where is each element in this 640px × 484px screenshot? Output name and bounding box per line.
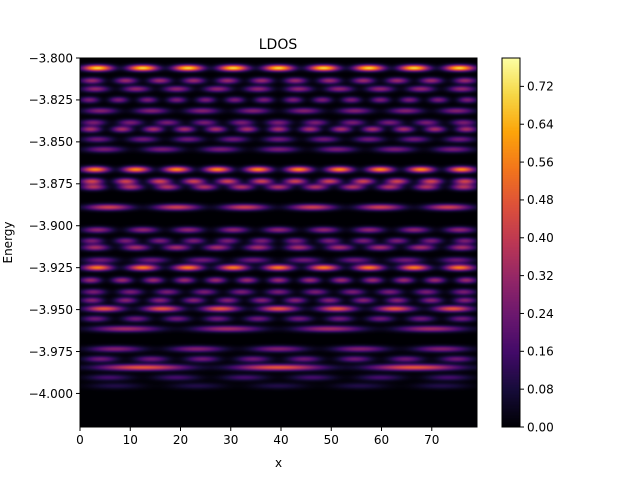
y-tick-label: −3.975	[29, 345, 73, 359]
colorbar-tick-label: 0.72	[527, 80, 554, 94]
colorbar: 0.00 0.08 0.16 0.24 0.32 0.40 0.48 0.56 0.64 0.72	[501, 57, 554, 434]
x-tick-label: 20	[173, 433, 188, 447]
colorbar-tick-label: 0.40	[527, 231, 554, 245]
y-tick-label: −3.925	[29, 261, 73, 275]
colorbar-tick-label: 0.24	[527, 307, 554, 321]
ldos-heatmap-image	[80, 58, 477, 427]
y-tick-label: −3.825	[29, 93, 73, 107]
x-tick-label: 40	[273, 433, 288, 447]
x-tick-label: 70	[424, 433, 439, 447]
colorbar-tick-label: 0.16	[527, 345, 554, 359]
colorbar-gradient	[502, 58, 520, 427]
colorbar-tick-label: 0.64	[527, 118, 554, 132]
x-axis-label: x	[275, 456, 282, 470]
colorbar-frame	[501, 57, 521, 428]
x-tick-label: 30	[223, 433, 238, 447]
y-axis: −3.800 −3.825 −3.850 −3.875 −3.900 −3.925 −3.9…	[29, 51, 80, 401]
y-axis-label: Energy	[1, 221, 15, 263]
x-tick-label: 10	[123, 433, 138, 447]
plot-frame	[79, 57, 478, 428]
x-tick-label: 60	[374, 433, 389, 447]
colorbar-tick-label: 0.08	[527, 382, 554, 396]
heatmap-plot-area	[79, 57, 478, 428]
x-tick-label: 50	[324, 433, 339, 447]
y-tick-label: −3.800	[29, 51, 73, 65]
colorbar-tick-label: 0.32	[527, 269, 554, 283]
y-tick-label: −3.900	[29, 219, 73, 233]
colorbar-tick-label: 0.48	[527, 193, 554, 207]
x-tick-label: 0	[76, 433, 84, 447]
x-axis: 0 10 20 30 40 50 60 70	[76, 427, 439, 447]
colorbar-tick-label: 0.00	[527, 420, 554, 434]
colorbar-ticks: 0.00 0.08 0.16 0.24 0.32 0.40 0.48 0.56 0.64 0.72	[520, 80, 554, 434]
y-tick-label: −3.950	[29, 303, 73, 317]
chart-title: LDOS	[259, 37, 298, 53]
y-tick-label: −3.875	[29, 177, 73, 191]
y-tick-label: −3.850	[29, 135, 73, 149]
colorbar-tick-label: 0.56	[527, 155, 554, 169]
y-tick-label: −4.000	[29, 387, 73, 401]
